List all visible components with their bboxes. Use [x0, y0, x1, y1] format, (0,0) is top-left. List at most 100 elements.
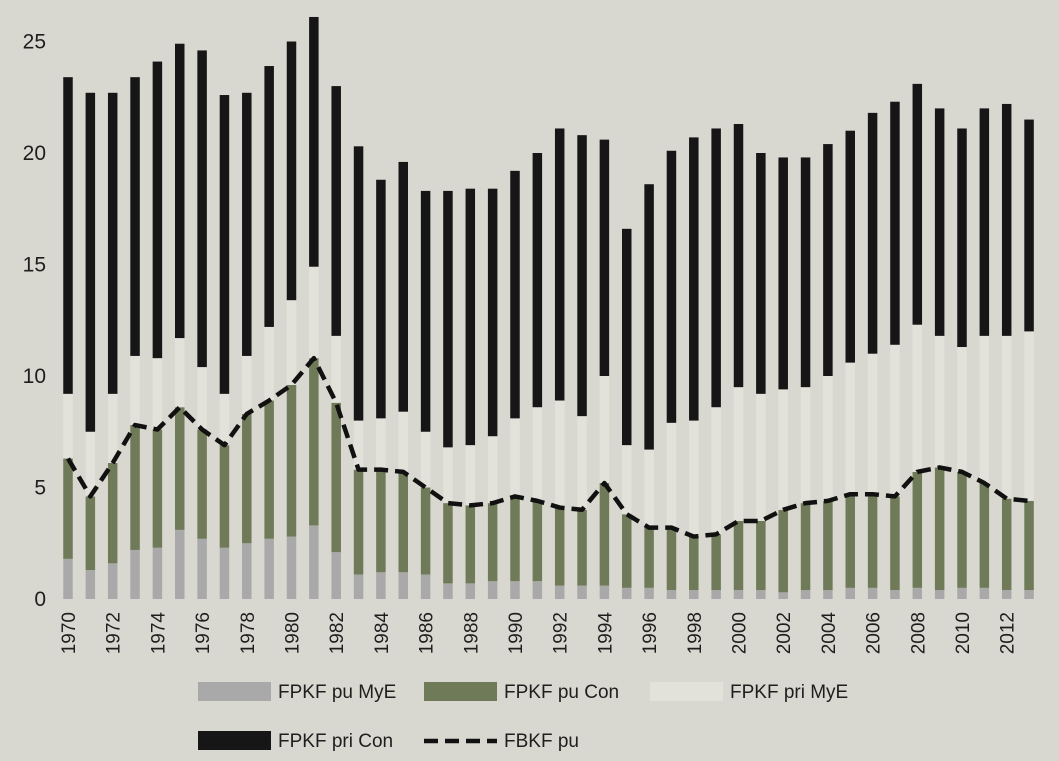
bar-2011-series-1: [979, 587, 990, 599]
bar-1976-series-1: [197, 538, 207, 599]
bar-2004-series-3: [823, 376, 833, 501]
bar-1991-series-4: [532, 153, 543, 408]
bar-1973-series-3: [130, 355, 140, 426]
y-tick-label: 15: [23, 254, 46, 277]
x-tick-label: 2012: [998, 612, 1019, 654]
bar-1979-series-4: [264, 66, 274, 327]
bar-2005-series-1: [845, 587, 855, 599]
bar-1994-series-2: [599, 483, 610, 586]
x-tick-label: 1998: [685, 612, 706, 654]
bar-2013-series-4: [1024, 119, 1034, 332]
bar-1972-series-3: [107, 393, 118, 463]
bar-1993-series-3: [577, 416, 587, 510]
bar-1971-series-3: [85, 431, 96, 497]
bar-1979-series-1: [264, 538, 274, 599]
bar-1980-series-1: [286, 536, 297, 599]
bar-2009-series-4: [934, 108, 945, 336]
bar-1976-series-2: [197, 429, 207, 539]
bar-2007-series-2: [890, 496, 900, 591]
bar-1982-series-1: [331, 552, 341, 599]
bar-2006-series-4: [867, 112, 878, 354]
bar-1970-series-2: [63, 458, 73, 559]
bar-2012-series-1: [1001, 590, 1012, 599]
bar-1985-series-4: [398, 161, 408, 412]
bar-1975-series-4: [175, 43, 185, 339]
bar-1981-series-4: [309, 16, 319, 267]
bar-1987-series-2: [443, 503, 453, 584]
bar-2005-series-4: [845, 130, 855, 363]
bar-1998-series-2: [689, 536, 699, 591]
x-tick-label: 1970: [59, 612, 80, 654]
bar-1992-series-1: [554, 585, 565, 599]
bar-1977-series-2: [219, 445, 230, 548]
x-tick-label: 1994: [595, 612, 616, 655]
bar-1989-series-3: [487, 436, 498, 504]
bar-2005-series-2: [845, 494, 855, 588]
bar-1998-series-1: [689, 590, 699, 599]
bar-1985-series-1: [398, 572, 408, 599]
bar-2010-series-1: [957, 587, 967, 599]
bar-1986-series-1: [420, 574, 431, 599]
x-tick-label: 1990: [506, 612, 527, 654]
bar-1974-series-3: [152, 358, 163, 430]
x-tick-label: 1988: [461, 612, 482, 654]
bar-1982-series-2: [331, 402, 341, 553]
bar-1973-series-4: [130, 77, 140, 356]
bar-2009-series-1: [934, 590, 945, 599]
bar-1986-series-2: [420, 487, 431, 575]
bar-2004-series-4: [823, 144, 833, 376]
bar-1996-series-2: [644, 527, 654, 588]
bar-1992-series-2: [554, 507, 565, 586]
bar-1987-series-4: [443, 190, 453, 448]
bar-1983-series-1: [353, 574, 364, 599]
bar-1973-series-2: [130, 425, 140, 550]
bar-1971-series-2: [85, 496, 96, 571]
bar-1993-series-4: [577, 135, 587, 417]
bar-2002-series-4: [778, 157, 788, 390]
bar-1987-series-1: [443, 583, 453, 599]
bar-1998-series-4: [689, 137, 699, 421]
bar-2008-series-3: [912, 324, 923, 472]
y-tick-label: 0: [34, 588, 46, 611]
bar-1981-series-2: [309, 358, 319, 526]
bar-1998-series-3: [689, 420, 699, 537]
bar-1974-series-1: [152, 547, 163, 599]
bar-1988-series-4: [465, 188, 476, 446]
bar-1988-series-1: [465, 583, 476, 599]
bar-2001-series-2: [756, 520, 766, 591]
bar-1984-series-3: [376, 418, 386, 470]
bar-2009-series-2: [934, 467, 945, 591]
x-tick-label: 2004: [819, 612, 840, 655]
bar-1975-series-2: [175, 407, 185, 530]
bar-2007-series-1: [890, 590, 900, 599]
bar-1992-series-3: [554, 400, 565, 508]
x-tick-label: 2010: [953, 612, 974, 654]
x-tick-label: 2002: [774, 612, 795, 654]
legend: FPKF pu MyE FPKF pu Con FPKF pri MyE FPKF p…: [198, 682, 848, 752]
x-tick-label: 2008: [908, 612, 929, 654]
bar-2007-series-4: [890, 101, 900, 345]
bar-1985-series-2: [398, 471, 408, 573]
bar-1974-series-4: [152, 61, 163, 359]
bar-1970-series-3: [63, 393, 73, 459]
bar-1977-series-3: [219, 393, 230, 446]
line-series-1: [66, 355, 1030, 539]
line-layer: [66, 355, 1030, 539]
bar-2011-series-3: [979, 335, 990, 484]
bar-1972-series-4: [107, 92, 118, 394]
bar-2006-series-3: [867, 353, 878, 495]
x-tick-label: 1974: [148, 612, 169, 655]
bar-1988-series-3: [465, 445, 476, 506]
bar-1972-series-1: [107, 563, 118, 599]
bar-1976-series-3: [197, 367, 207, 430]
bar-2005-series-3: [845, 362, 855, 495]
bar-1995-series-1: [622, 587, 632, 599]
bar-2003-series-2: [800, 503, 811, 591]
bar-1989-series-1: [487, 581, 498, 599]
legend-swatch: [650, 682, 723, 701]
bar-2011-series-4: [979, 108, 990, 336]
bar-1991-series-3: [532, 407, 543, 501]
bar-2008-series-2: [912, 471, 923, 588]
